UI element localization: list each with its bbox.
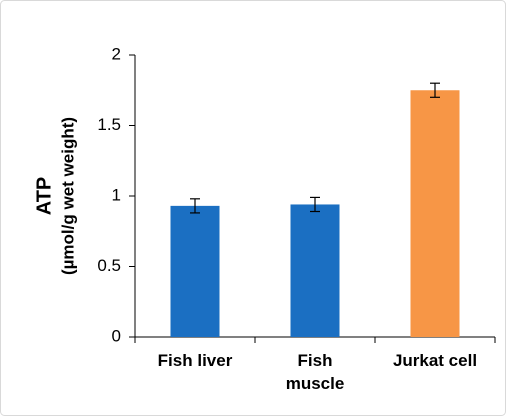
bar bbox=[170, 205, 220, 337]
y-label: (µmol/g wet weight) bbox=[58, 117, 77, 275]
y-tick-label: 2 bbox=[112, 44, 121, 63]
error-bar bbox=[310, 196, 320, 213]
error-bar bbox=[430, 82, 440, 98]
y-label: ATP bbox=[33, 177, 55, 216]
x-tick-label: Jurkat cell bbox=[392, 351, 478, 370]
y-label-group: ATP (µmol/g wet weight) bbox=[33, 117, 77, 275]
x-tick-label: Fish muscle bbox=[285, 351, 345, 393]
y-tick-label: 0 bbox=[112, 326, 121, 345]
y-tick-label: 0.5 bbox=[97, 256, 121, 275]
y-tick-label: 1 bbox=[112, 185, 121, 204]
y-tick-label: 1.5 bbox=[97, 115, 121, 134]
error-bar bbox=[190, 198, 200, 214]
x-tick-label: Fish liver bbox=[157, 351, 233, 370]
bar bbox=[290, 204, 340, 337]
bar bbox=[410, 90, 460, 337]
